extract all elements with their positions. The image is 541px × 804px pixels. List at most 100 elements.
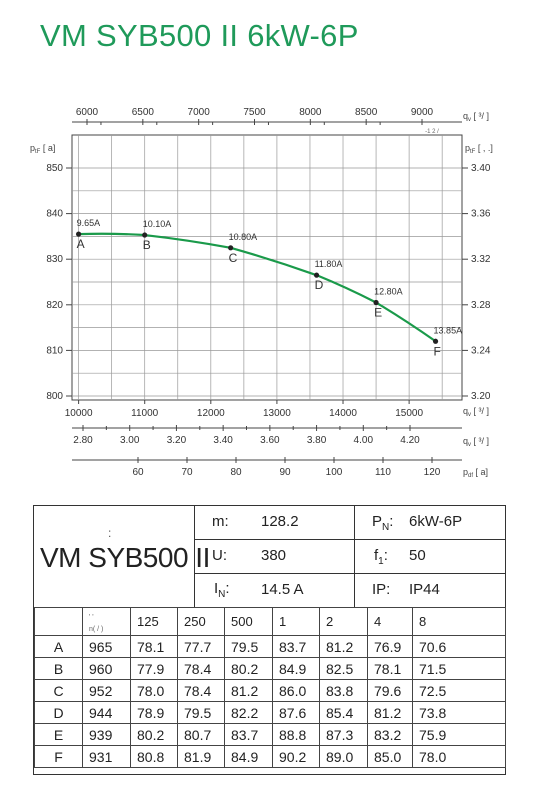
table-cell: 79.6 <box>367 679 413 702</box>
spec-divider-2 <box>194 573 505 574</box>
voltage-value: 380 <box>261 547 287 564</box>
q-tick-label: 3.00 <box>120 435 140 446</box>
table-cell: 79.5 <box>224 635 273 658</box>
table-cell: 71.5 <box>412 657 506 680</box>
right-tick-label: 3.28 <box>471 300 491 311</box>
noise-table: ' 'n( / )1252505001248LWAi (A)A96578.177… <box>34 607 506 768</box>
current-label: IN: <box>214 580 230 600</box>
page-title: VM SYB500 II 6kW-6P <box>40 18 359 53</box>
point-label: C <box>229 251 238 265</box>
table-cell: 82.2 <box>224 701 273 724</box>
current-label: 9.65A <box>77 218 101 228</box>
row-label: E <box>34 723 83 746</box>
pdf-tick-label: 90 <box>279 467 291 478</box>
table-cell: 78.1 <box>367 657 413 680</box>
row-label: F <box>34 745 83 768</box>
q-tick-label: 4.20 <box>400 435 420 446</box>
model-colon: : <box>108 526 112 540</box>
row-label: C <box>34 679 83 702</box>
pdf-tick-label: 100 <box>326 467 343 478</box>
x-tick-label: 14000 <box>329 408 357 419</box>
ip-label: IP: <box>372 581 391 598</box>
table-cell: 78.4 <box>177 657 225 680</box>
table-cell: 87.3 <box>319 723 368 746</box>
table-cell: 87.6 <box>272 701 320 724</box>
table-cell: 81.2 <box>224 679 273 702</box>
table-cell: 75.9 <box>412 723 506 746</box>
table-cell: 70.6 <box>412 635 506 658</box>
x-axis-label: qv [ ³/ ] <box>463 406 489 418</box>
right-tick-label: 3.24 <box>471 345 491 356</box>
x-tick-label: 12000 <box>197 408 225 419</box>
q-tick-label: 3.20 <box>167 435 187 446</box>
table-cell: 78.0 <box>130 679 178 702</box>
top-tick-label: 8500 <box>355 107 378 118</box>
x-tick-label: 11000 <box>131 408 159 419</box>
top-tick-label: 6500 <box>132 107 155 118</box>
table-cell: 80.7 <box>177 723 225 746</box>
data-point <box>76 231 82 237</box>
performance-chart: 800 810 820 830 840 850 ptF [ a] 3.20 3.24 3.28 3.… <box>30 107 493 479</box>
right-tick-label: 3.40 <box>471 163 491 174</box>
q-tick-label: 3.40 <box>213 435 233 446</box>
table-cell: 965 <box>82 635 131 658</box>
pdf-tick-label: 80 <box>230 467 242 478</box>
spec-divider-1 <box>194 539 505 540</box>
q-axis-label: qv [ ³/ ] <box>463 436 489 448</box>
data-point <box>432 338 439 344</box>
point-label: B <box>143 238 151 252</box>
power-label: PN: <box>372 513 394 533</box>
q-tick-label: 3.80 <box>307 435 327 446</box>
y-axis-label: ptF [ a] <box>30 143 55 155</box>
q-tick-label: 2.80 <box>73 435 93 446</box>
power-value: 6kW-6P <box>409 513 463 530</box>
top-tick-label: 7500 <box>243 107 266 118</box>
x-tick-label: 13000 <box>263 408 291 419</box>
y-tick-label: 800 <box>46 391 63 402</box>
spec-header: : VM SYB500 II m: 128.2 U: 380 IN: 14.5 … <box>34 506 505 608</box>
freq-header: 125 <box>130 607 178 636</box>
pdf-tick-label: 60 <box>132 467 144 478</box>
y-tick-label: 830 <box>46 254 63 265</box>
table-cell: 84.9 <box>224 745 273 768</box>
point-label: A <box>77 237 85 251</box>
top-axis-note: -1 2 / <box>425 129 439 135</box>
row-label: D <box>34 701 83 724</box>
data-point <box>142 232 148 238</box>
data-point <box>373 299 379 306</box>
pdf-tick-label: 120 <box>424 467 441 478</box>
y-tick-label: 810 <box>46 345 63 356</box>
pdf-tick-label: 110 <box>375 467 391 478</box>
table-cell: 72.5 <box>412 679 506 702</box>
x-tick-label: 15000 <box>395 408 423 419</box>
top-tick-label: 9000 <box>411 107 434 118</box>
table-cell: 86.0 <box>272 679 320 702</box>
current-label: 10.80A <box>229 232 258 242</box>
y-tick-label: 850 <box>46 163 63 174</box>
right-axis-label: ptF [ , .] <box>465 143 493 155</box>
freq-header: 1 <box>272 607 320 636</box>
table-cell: 73.8 <box>412 701 506 724</box>
freq-header: 500 <box>224 607 273 636</box>
table-cell: 960 <box>82 657 131 680</box>
ip-value: IP44 <box>409 581 440 598</box>
table-cell: 84.9 <box>272 657 320 680</box>
data-point <box>228 245 234 251</box>
table-cell: 85.0 <box>367 745 413 768</box>
table-cell: 78.0 <box>412 745 506 768</box>
top-tick-label: 6000 <box>76 107 99 118</box>
performance-curve <box>78 232 437 343</box>
data-point <box>313 272 320 278</box>
table-cell: 939 <box>82 723 131 746</box>
freq-header: 8 <box>412 607 506 636</box>
mass-value: 128.2 <box>261 513 299 530</box>
model-name: VM SYB500 II <box>40 542 210 573</box>
table-cell: 78.9 <box>130 701 178 724</box>
right-tick-label: 3.32 <box>471 254 491 265</box>
y-tick-label: 840 <box>46 209 63 220</box>
q-tick-label: 4.00 <box>354 435 374 446</box>
point-label: D <box>315 278 324 292</box>
current-label: 13.85A <box>434 325 463 335</box>
